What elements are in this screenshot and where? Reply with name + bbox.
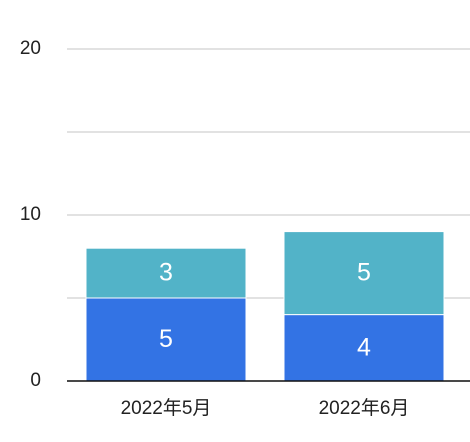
bar-segment (283, 231, 445, 316)
data-label: 4 (357, 333, 371, 361)
bar-segment (85, 297, 247, 382)
data-label: 5 (357, 259, 371, 287)
y-tick-label: 20 (20, 38, 41, 59)
x-tick-label: 2022年5月 (121, 397, 212, 419)
x-tick-label: 2022年6月 (319, 397, 410, 419)
y-tick-label: 10 (20, 204, 41, 225)
bar-segment (85, 247, 247, 299)
data-label: 3 (159, 259, 173, 287)
data-label: 5 (159, 325, 173, 353)
y-tick-label: 0 (30, 370, 41, 391)
